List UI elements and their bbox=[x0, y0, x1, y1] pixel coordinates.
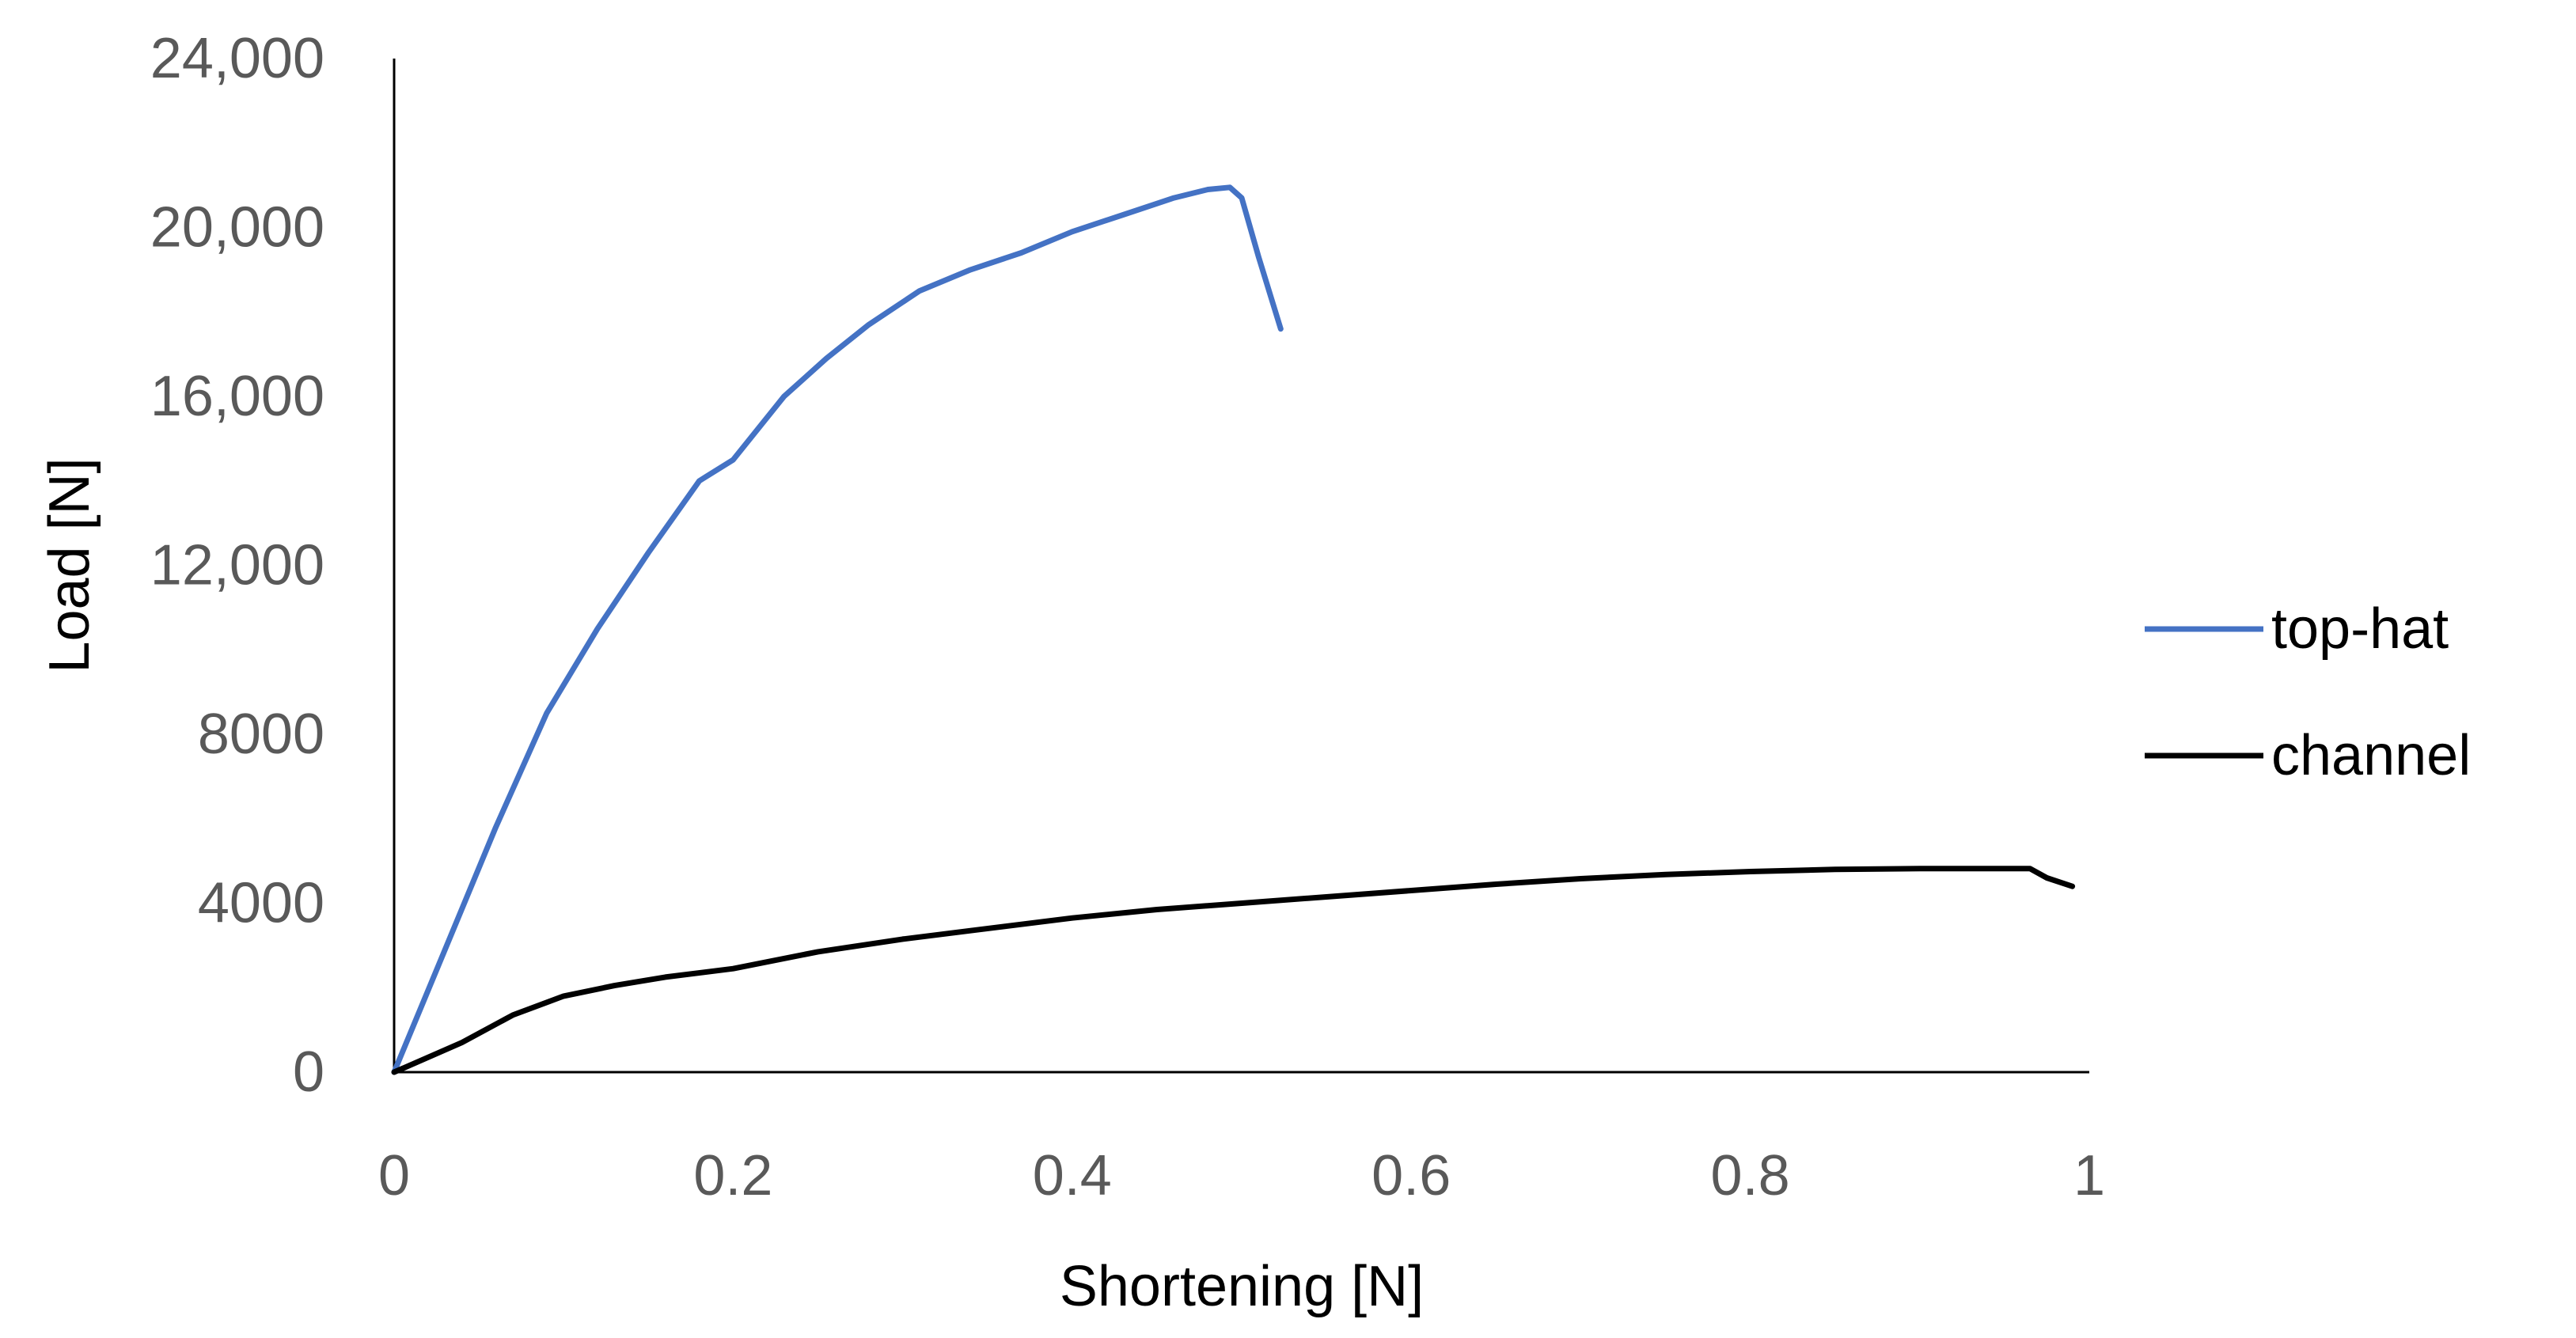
x-axis-ticks: 0 0.2 0.4 0.6 0.8 1 bbox=[378, 1144, 2105, 1207]
x-tick-label: 0.4 bbox=[1033, 1144, 1112, 1207]
x-tick-label: 0 bbox=[378, 1144, 410, 1207]
series-line-channel bbox=[391, 866, 2076, 1075]
x-tick-label: 1 bbox=[2073, 1144, 2105, 1207]
legend-label-top-hat: top-hat bbox=[2271, 597, 2449, 661]
y-tick-label: 20,000 bbox=[150, 196, 324, 260]
y-tick-label: 0 bbox=[293, 1040, 324, 1104]
legend: top-hat channel bbox=[2145, 597, 2471, 787]
series-lines bbox=[391, 184, 2076, 1075]
y-tick-label: 8000 bbox=[198, 703, 324, 766]
series-line-top-hat bbox=[391, 184, 1284, 1075]
y-tick-label: 24,000 bbox=[150, 27, 324, 90]
y-tick-label: 4000 bbox=[198, 872, 324, 935]
x-tick-label: 0.8 bbox=[1711, 1144, 1790, 1207]
legend-label-channel: channel bbox=[2271, 724, 2471, 787]
y-tick-label: 12,000 bbox=[150, 534, 324, 597]
y-axis-title: Load [N] bbox=[38, 457, 101, 673]
x-tick-label: 0.6 bbox=[1371, 1144, 1451, 1207]
y-axis-ticks: 0 4000 8000 12,000 16,000 20,000 24,000 bbox=[150, 27, 324, 1104]
x-tick-label: 0.2 bbox=[693, 1144, 772, 1207]
x-axis-title: Shortening [N] bbox=[1060, 1255, 1424, 1318]
y-tick-label: 16,000 bbox=[150, 365, 324, 428]
